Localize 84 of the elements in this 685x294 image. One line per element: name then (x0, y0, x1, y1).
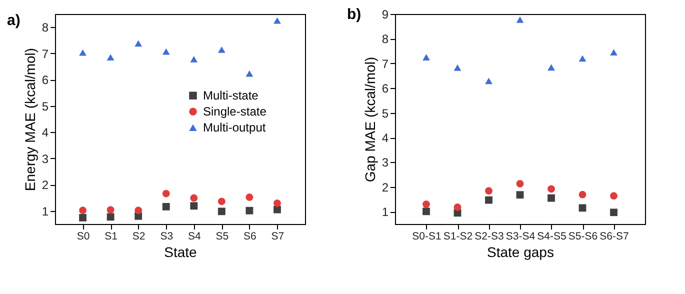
point (134, 206, 142, 214)
x-tick-label: S0-S1 (412, 230, 442, 242)
y-tick-label: 4 (382, 131, 389, 146)
x-tick-label: S5-S6 (568, 230, 598, 242)
point (246, 70, 254, 77)
legend-label: Multi-output (203, 120, 266, 135)
y-tick-label: 2 (42, 178, 49, 192)
point (246, 194, 254, 201)
y-tick-label: 1 (382, 205, 389, 220)
y-tick-label: 5 (42, 99, 49, 114)
x-tick-label: S2 (132, 230, 146, 242)
point (454, 64, 462, 71)
point (422, 208, 430, 216)
x-tick-label: S1 (104, 230, 118, 242)
x-tick-label: S2-S3 (474, 230, 504, 242)
point (516, 16, 524, 23)
point (485, 78, 492, 84)
point (79, 206, 86, 214)
point (578, 55, 586, 62)
point (162, 48, 170, 55)
legend-label: Single-state (203, 104, 267, 119)
point (485, 196, 492, 204)
point (162, 202, 170, 210)
point (106, 54, 114, 61)
y-tick-label: 7 (382, 56, 389, 71)
y-tick-label: 4 (42, 126, 49, 140)
y-tick-label: 9 (382, 8, 389, 22)
y-tick-label: 8 (42, 20, 49, 35)
point (610, 192, 618, 200)
x-tick-label: S6 (244, 230, 257, 242)
y-tick-label: 8 (382, 32, 389, 46)
point (578, 204, 586, 212)
point (516, 180, 524, 188)
point (218, 208, 226, 216)
point (274, 17, 281, 24)
x-tick-label: S0 (76, 230, 90, 242)
point (548, 194, 555, 202)
point (422, 200, 430, 208)
y-tick-label: 5 (382, 106, 389, 120)
y-tick-label: 1 (42, 204, 49, 218)
y-tick-label: 7 (42, 46, 49, 61)
x-tick-label: S1-S2 (443, 230, 473, 242)
point (134, 40, 142, 47)
point (218, 46, 226, 53)
point (610, 49, 618, 56)
point (162, 190, 170, 198)
y-tick-label: 6 (42, 73, 49, 88)
y-axis-title: Gap MAE (kcal/mol) (362, 56, 378, 182)
point (190, 202, 198, 210)
point (274, 206, 281, 214)
point (578, 190, 586, 198)
legend-label: Multi-state (203, 88, 259, 103)
y-tick-label: 6 (382, 82, 389, 96)
point (274, 200, 281, 207)
y-tick-label: 3 (42, 152, 49, 166)
x-tick-label: S6-S7 (600, 230, 629, 242)
y-tick-label: 3 (382, 156, 389, 170)
x-axis-title: State gaps (487, 244, 554, 260)
chart-title: b) (347, 6, 362, 23)
point (79, 214, 86, 222)
point (548, 64, 555, 71)
y-tick-label: 2 (382, 180, 389, 194)
point (246, 206, 254, 214)
x-tick-label: S4 (188, 230, 201, 242)
x-tick-label: S3 (160, 230, 174, 242)
point (79, 49, 86, 56)
y-axis-title: Energy MAE (kcal/mol) (22, 48, 38, 192)
point (485, 187, 492, 195)
point (454, 204, 462, 211)
point (106, 213, 114, 221)
point (610, 208, 618, 216)
x-axis-title: State (164, 244, 198, 260)
point (548, 185, 555, 193)
point (190, 56, 198, 62)
x-tick-label: S3-S4 (506, 230, 536, 242)
chart-title: a) (7, 12, 20, 29)
x-tick-label: S4-S5 (537, 230, 566, 242)
point (422, 54, 430, 60)
point (106, 206, 114, 214)
x-tick-label: S5 (216, 230, 229, 242)
point (516, 191, 524, 199)
point (190, 194, 198, 202)
point (218, 198, 226, 206)
x-tick-label: S7 (271, 230, 284, 242)
